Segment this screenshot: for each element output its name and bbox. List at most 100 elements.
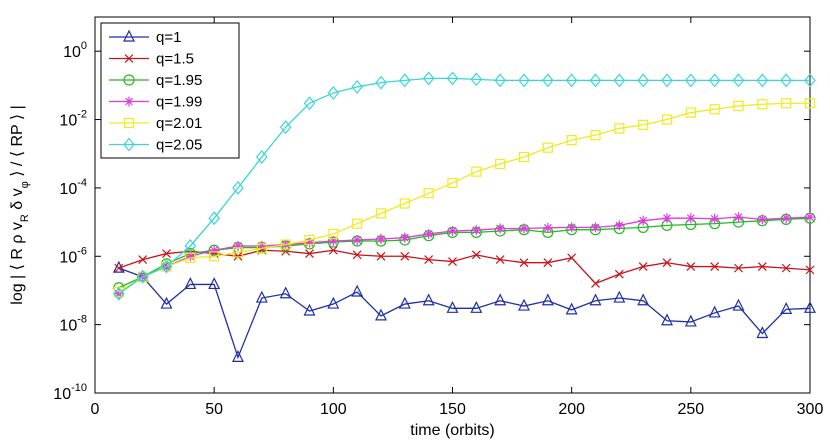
data-point: [685, 73, 697, 88]
data-point: [232, 350, 244, 363]
data-point: [518, 298, 530, 311]
data-point: [494, 73, 506, 88]
legend-marker: [124, 54, 134, 63]
data-point: [590, 130, 601, 141]
data-point: [327, 86, 340, 100]
data-point: [233, 240, 243, 251]
data-point: [375, 308, 387, 321]
data-point: [233, 251, 243, 261]
data-point: [209, 251, 220, 262]
data-point: [352, 234, 363, 245]
data-point: [662, 213, 672, 224]
data-point: [686, 262, 696, 271]
data-point: [732, 298, 745, 311]
data-point: [208, 211, 220, 226]
data-point: [781, 98, 792, 109]
data-point: [327, 296, 340, 309]
data-point: [567, 253, 577, 263]
data-point: [756, 326, 769, 339]
data-point: [495, 223, 506, 234]
data-point: [447, 225, 458, 236]
x-tick-label: 50: [205, 401, 223, 418]
data-point: [804, 300, 816, 313]
data-point: [685, 213, 696, 224]
x-axis-label: time (orbits): [410, 422, 494, 439]
data-point: [613, 73, 626, 88]
legend-label: q=1.5: [156, 51, 194, 68]
data-point: [136, 269, 149, 284]
data-point: [470, 300, 483, 313]
data-point: [422, 71, 435, 86]
legend-item: q=1.95: [109, 72, 202, 89]
data-point: [518, 151, 530, 163]
legend-item: q=2.01: [109, 115, 202, 132]
data-point: [232, 180, 244, 195]
y-tick-label: 10-4: [59, 177, 87, 198]
data-point: [542, 142, 553, 153]
data-point: [541, 293, 554, 306]
data-point: [614, 269, 624, 279]
x-tick-label: 150: [439, 401, 466, 418]
data-point: [591, 279, 600, 288]
data-point: [280, 239, 291, 250]
data-point: [328, 245, 338, 255]
data-point: [757, 262, 767, 271]
data-point: [328, 235, 339, 246]
legend-label: q=1.99: [156, 94, 202, 111]
data-point: [305, 249, 314, 258]
data-point: [113, 288, 124, 299]
data-point: [637, 73, 649, 88]
data-point: [661, 313, 673, 326]
data-point: [446, 71, 459, 86]
data-point: [138, 255, 148, 265]
y-axis: 10-10 10-8 10-6 10-4 10-2 100: [53, 40, 810, 403]
y-tick-label: 10-2: [59, 109, 87, 130]
data-point: [255, 290, 268, 303]
data-point: [185, 252, 196, 263]
x-tick-label: 250: [677, 401, 704, 418]
data-point: [494, 293, 507, 306]
series-q=1: [112, 260, 816, 363]
x-tick-label: 300: [797, 401, 824, 418]
legend-marker: [123, 117, 135, 129]
data-point: [542, 73, 554, 88]
y-tick-label: 100: [63, 40, 87, 61]
data-point: [614, 220, 625, 231]
series-q=2.05: [113, 71, 816, 301]
data-point: [375, 75, 387, 90]
data-point: [162, 249, 171, 258]
legend-label: q=1: [156, 29, 181, 46]
data-point: [638, 119, 649, 130]
data-point: [566, 135, 577, 146]
data-point: [710, 262, 720, 271]
data-point: [756, 73, 769, 88]
legend-label: q=2.05: [156, 137, 202, 154]
data-point: [757, 99, 768, 110]
data-point: [304, 234, 315, 246]
data-point: [328, 228, 339, 240]
data-point: [637, 293, 650, 306]
data-point: [352, 250, 362, 260]
data-point: [470, 72, 483, 87]
data-point: [734, 263, 743, 273]
data-point: [590, 222, 601, 233]
legend-marker: [123, 29, 135, 42]
data-point: [114, 263, 124, 273]
series-line: [118, 267, 811, 360]
data-point: [805, 265, 815, 275]
data-point: [113, 286, 125, 301]
legend-label: q=2.01: [156, 115, 202, 132]
data-point: [446, 300, 459, 313]
x-tick-label: 0: [91, 401, 100, 418]
data-point: [184, 239, 197, 253]
data-point: [781, 263, 791, 273]
data-point: [565, 302, 578, 315]
data-point: [519, 223, 529, 234]
legend-item: q=1.5: [109, 51, 194, 68]
legend-box: [100, 22, 240, 159]
data-point: [279, 286, 292, 299]
data-point: [780, 302, 793, 314]
data-point: [804, 73, 816, 88]
data-point: [422, 293, 435, 306]
data-point: [757, 214, 768, 225]
